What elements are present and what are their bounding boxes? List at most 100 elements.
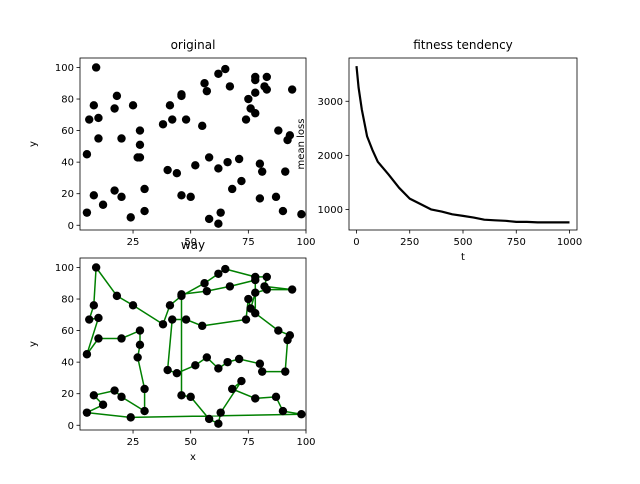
route-point bbox=[204, 414, 214, 424]
x-tick-label: 75 bbox=[242, 437, 255, 448]
route-point bbox=[135, 340, 145, 349]
route-point bbox=[257, 367, 267, 376]
scatter-point bbox=[234, 154, 244, 164]
y-tick-label: 60 bbox=[61, 326, 74, 337]
scatter-point bbox=[244, 94, 253, 104]
scatter-point bbox=[285, 131, 295, 140]
scatter-point bbox=[85, 115, 94, 124]
route-point bbox=[165, 301, 175, 310]
route-point bbox=[287, 285, 297, 294]
route-point bbox=[278, 406, 288, 416]
route-point bbox=[262, 285, 271, 294]
route-point bbox=[82, 350, 92, 359]
scatter-point bbox=[271, 192, 281, 202]
y-tick-label: 40 bbox=[61, 358, 74, 369]
route-point bbox=[163, 365, 172, 375]
route-point bbox=[255, 359, 265, 368]
scatter-point bbox=[165, 101, 175, 110]
route-point bbox=[112, 291, 122, 301]
scatter-point bbox=[191, 161, 200, 170]
route-point bbox=[216, 408, 225, 417]
axes-fitness: 0 250 500 750 1000 1000 2000 3000 fitness tenden… bbox=[296, 38, 582, 263]
route-point bbox=[214, 269, 223, 278]
y-axis-label: y bbox=[28, 141, 39, 147]
route-point bbox=[214, 419, 223, 428]
route-point bbox=[94, 313, 103, 323]
route-point bbox=[251, 275, 260, 285]
scatter-point bbox=[200, 79, 209, 88]
scatter-point bbox=[128, 101, 138, 110]
scatter-point bbox=[158, 120, 168, 129]
x-tick-label: 100 bbox=[296, 437, 315, 448]
scatter-point bbox=[186, 192, 195, 202]
route-point bbox=[274, 326, 283, 335]
route-point bbox=[191, 361, 200, 370]
y-tick-label: 3000 bbox=[318, 97, 343, 108]
scatter-point bbox=[287, 85, 297, 94]
scatter-point bbox=[117, 192, 126, 202]
route-point bbox=[202, 353, 212, 362]
y-tick-label: 20 bbox=[61, 189, 74, 200]
route-point bbox=[237, 376, 246, 386]
scatter-point bbox=[278, 206, 288, 216]
scatter-point bbox=[297, 210, 306, 219]
scatter-point bbox=[112, 91, 122, 101]
route-point bbox=[271, 392, 281, 402]
route-point bbox=[225, 282, 235, 291]
route-point bbox=[91, 263, 101, 272]
route-point bbox=[241, 315, 251, 324]
x-tick-label: 25 bbox=[127, 237, 140, 248]
scatter-point bbox=[110, 104, 119, 113]
x-tick-label: 250 bbox=[400, 237, 419, 248]
x-tick-label: 100 bbox=[296, 237, 315, 248]
route-point bbox=[94, 334, 103, 343]
route-point bbox=[281, 367, 290, 376]
scatter-point bbox=[214, 69, 223, 78]
scatter-point bbox=[251, 109, 260, 118]
scatter-point bbox=[274, 126, 283, 135]
route-point bbox=[202, 286, 212, 296]
y-tick-label: 40 bbox=[61, 158, 74, 169]
scatter-point bbox=[262, 72, 271, 82]
scatter-point bbox=[181, 115, 191, 124]
axes-original: 25 50 75 100 0 20 40 60 80 100 original y bbox=[28, 38, 316, 248]
route-point bbox=[228, 384, 237, 394]
scatter-point bbox=[214, 219, 223, 228]
x-tick-label: 50 bbox=[184, 237, 197, 248]
route-point bbox=[168, 315, 177, 324]
scatter-point bbox=[262, 85, 271, 94]
route-point bbox=[158, 320, 168, 329]
route-point bbox=[135, 326, 145, 335]
scatter-point bbox=[204, 214, 214, 224]
route-point bbox=[221, 264, 230, 274]
scatter-point bbox=[89, 191, 99, 200]
scatter-point bbox=[216, 208, 225, 217]
scatter-point bbox=[140, 206, 149, 216]
route-point bbox=[285, 331, 295, 340]
route-point bbox=[133, 353, 142, 362]
scatter-point bbox=[214, 164, 223, 173]
y-tick-label: 0 bbox=[68, 421, 74, 432]
y-tick-label: 0 bbox=[68, 221, 74, 232]
x-axis-label: t bbox=[461, 252, 465, 263]
axes-frame bbox=[79, 257, 307, 431]
scatter-point bbox=[221, 64, 230, 74]
route-point bbox=[128, 301, 138, 310]
route-point bbox=[223, 357, 232, 367]
scatter-point bbox=[223, 157, 232, 167]
chart-title: original bbox=[171, 38, 216, 52]
x-tick-label: 500 bbox=[453, 237, 472, 248]
scatter-point bbox=[241, 115, 251, 124]
route-point bbox=[251, 288, 260, 297]
scatter-point bbox=[89, 101, 99, 110]
y-tick-label: 100 bbox=[55, 63, 74, 74]
y-tick-label: 60 bbox=[61, 126, 74, 137]
x-tick-label: 50 bbox=[184, 437, 197, 448]
scatter-point bbox=[228, 184, 237, 194]
route-point bbox=[89, 301, 99, 310]
scatter-point bbox=[237, 176, 246, 186]
route-point bbox=[89, 391, 99, 400]
route-point bbox=[172, 368, 182, 378]
scatter-point bbox=[140, 184, 149, 194]
